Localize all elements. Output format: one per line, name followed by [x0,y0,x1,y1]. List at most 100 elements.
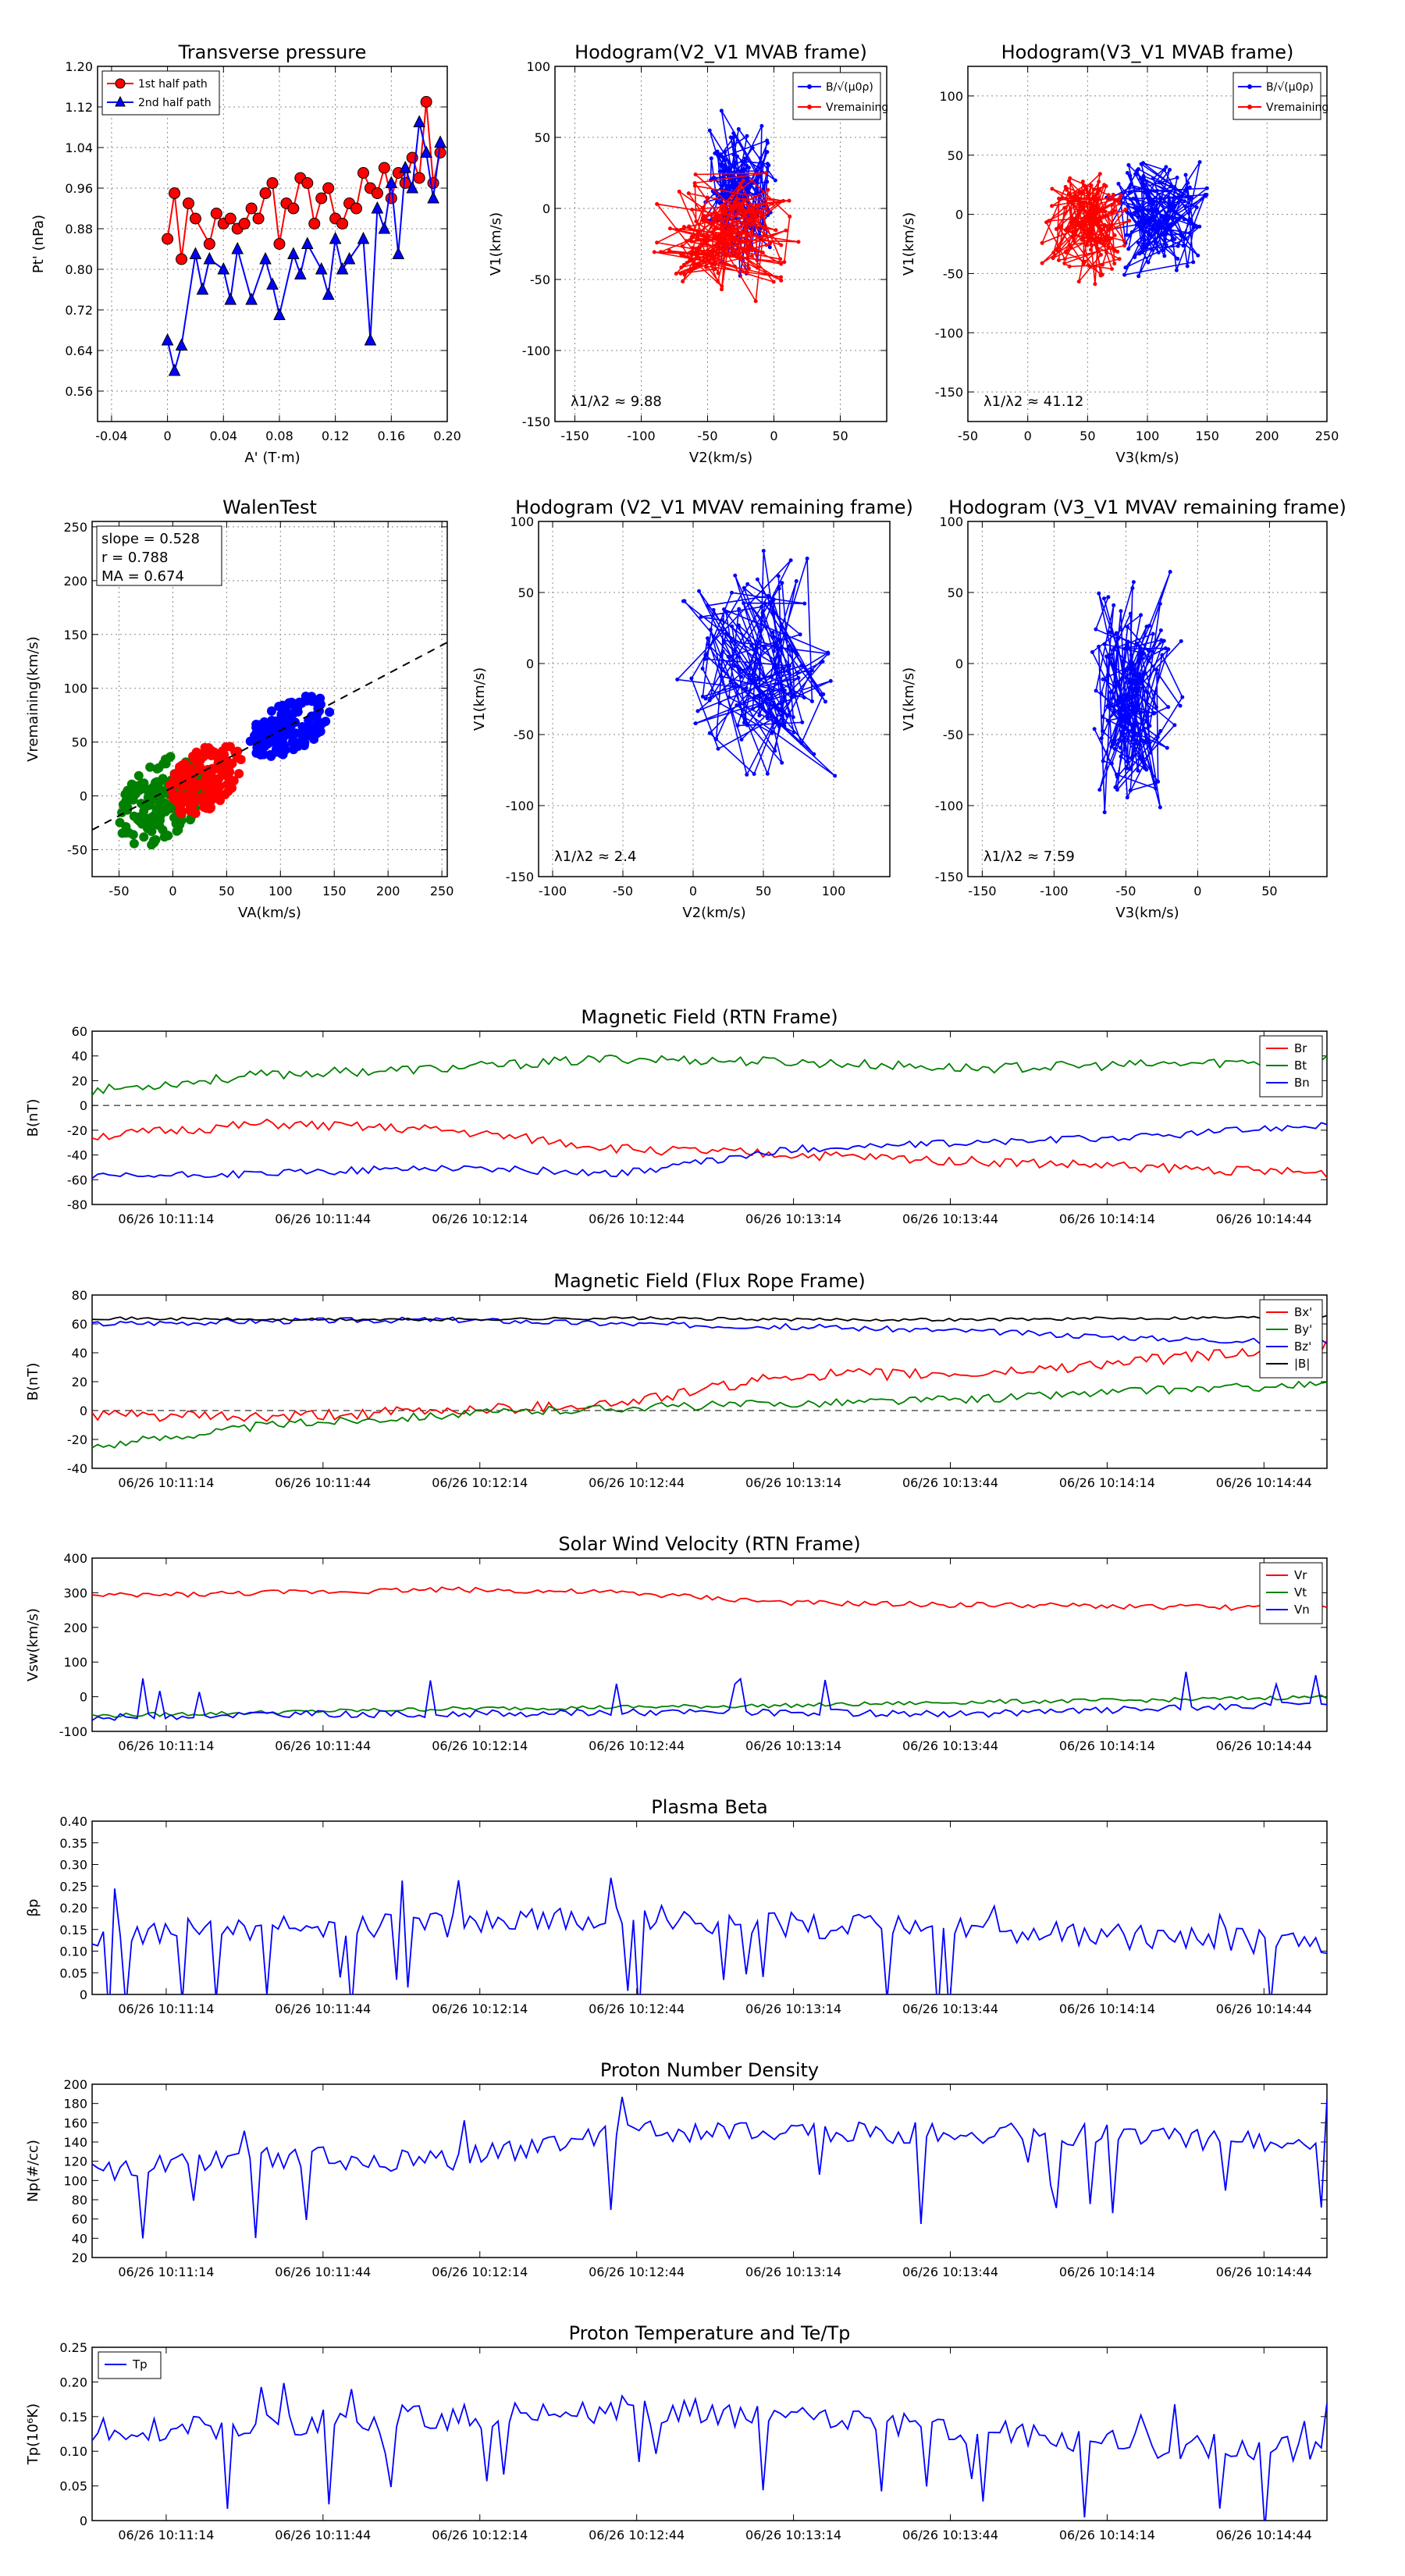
y-tick-label: 0.10 [59,2444,87,2459]
walen-point [297,721,308,731]
hodogram-point [1102,810,1107,815]
series-line-Bt [92,1054,1327,1096]
hodogram-point [1140,650,1144,655]
x-tick-label: -100 [539,884,567,898]
hodogram-point [1132,724,1136,728]
hodogram-point [1152,710,1157,715]
hodogram-point [739,713,744,718]
hodogram-point [720,284,724,289]
hodogram-point [1139,162,1144,166]
series-line-Bn [92,1122,1327,1179]
hodogram-point [750,248,755,253]
hodogram-point [712,261,717,265]
y-tick-label: 20 [72,1073,87,1088]
series-line-Bz' [92,1316,1327,1346]
y-axis-label: B(nT) [25,1099,41,1137]
hodogram-point [1151,176,1155,181]
hodogram-point [1165,223,1170,228]
panel-h3: Hodogram (V2_V1 MVAV remaining frame) -15… [471,496,913,921]
hodogram-point [1062,261,1067,265]
hodogram-point [778,257,783,262]
hodogram-point [695,709,700,713]
hodogram-point [686,191,691,196]
chart-title: WalenTest [222,496,317,518]
hodogram-point [745,772,749,777]
hodogram-point [770,630,775,635]
hodogram-point [1110,662,1115,667]
hodogram-point [1204,194,1208,198]
hodogram-point [1108,223,1113,228]
hodogram-point [706,636,710,641]
y-tick-label: 60 [72,2212,87,2227]
hodogram-point [1112,262,1117,266]
series-line-Vr [92,1586,1327,1611]
data-point [434,135,446,148]
panel-ts5: Proton Number Density 20 40 60 80 100 120 140 16… [25,2059,1328,2279]
y-tick-label: 50 [535,130,550,145]
hodogram-point [682,272,687,277]
hodogram-point [722,158,727,162]
hodogram-point [736,201,741,205]
hodogram-point [1104,183,1108,188]
x-tick-label: 06/26 10:14:14 [1059,1738,1155,1753]
y-tick-label: 140 [63,2135,87,2150]
y-tick-label: 0 [955,208,963,222]
hodogram-point [731,152,736,157]
hodogram-point [756,208,760,212]
hodogram-point [1055,248,1059,253]
hodogram-point [777,200,782,205]
hodogram-point [1064,251,1069,255]
x-axis-label: V2(km/s) [682,905,745,921]
y-tick-label: 1.12 [65,100,93,115]
data-point [406,180,419,194]
y-tick-label: 0.96 [65,181,93,196]
hodogram-point [708,628,713,632]
hodogram-point [1123,265,1128,270]
hodogram-point [1110,195,1115,200]
walen-point [263,738,273,749]
x-tick-label: 200 [1255,429,1279,443]
hodogram-point [731,135,736,140]
hodogram-point [674,272,678,276]
hodogram-point [749,229,754,234]
hodogram-point [779,709,784,713]
hodogram-point [1094,688,1098,693]
hodogram-point [745,176,750,181]
x-tick-label: 0.12 [322,429,350,443]
y-axis-label: V1(km/s) [901,667,917,731]
hodogram-point [706,233,710,238]
hodogram-point [1097,197,1101,201]
hodogram-point [659,250,663,254]
hodogram-point [697,256,702,261]
series-line-Bx' [92,1340,1327,1422]
walen-point [288,736,298,746]
hodogram-point [1091,187,1096,192]
hodogram-point [1106,193,1111,197]
walen-point [151,808,162,818]
hodogram-point [1146,190,1151,195]
x-tick-label: 06/26 10:13:14 [745,2265,841,2279]
hodogram-point [1176,244,1180,248]
hodogram-point [1176,256,1180,261]
hodogram-point [713,151,717,155]
hodogram-point [1094,627,1098,632]
x-tick-label: 06/26 10:13:14 [745,1212,841,1226]
y-tick-label: 100 [939,514,963,529]
y-tick-label: 0.25 [59,1879,87,1894]
data-point [224,292,237,305]
hodogram-point [764,243,769,247]
y-tick-label: 50 [518,585,534,600]
hodogram-point [744,685,749,690]
plot-frame [538,521,891,877]
x-tick-label: 06/26 10:12:14 [432,1738,528,1753]
x-tick-label: 06/26 10:11:14 [118,2265,214,2279]
hodogram-point [1092,194,1097,198]
hodogram-point [1092,727,1097,731]
hodogram-point [1128,233,1133,238]
hodogram-point [724,165,728,169]
hodogram-point [1194,224,1199,229]
y-tick-label: 0.05 [59,1966,87,1980]
hodogram-point [1147,232,1151,237]
hodogram-point [799,664,804,668]
walen-point [265,750,276,760]
